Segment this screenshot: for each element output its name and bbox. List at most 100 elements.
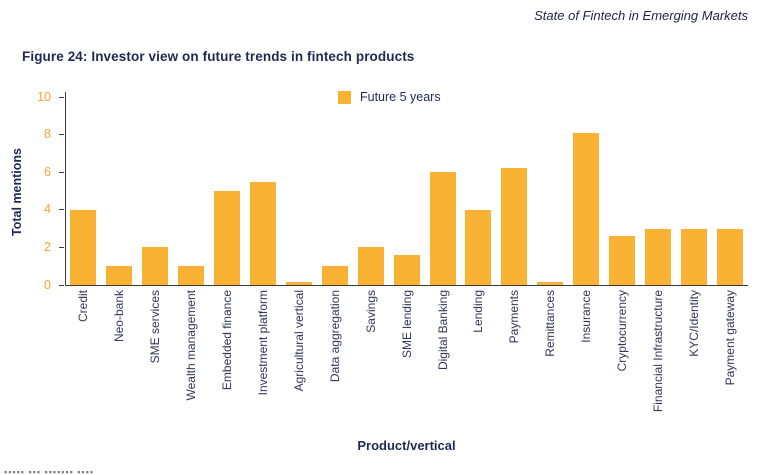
bars (65, 97, 748, 285)
bar-data-aggregation (321, 266, 348, 285)
x-tick-cell: Embedded finance (209, 290, 245, 436)
x-tick-label: Investment platform (255, 290, 270, 396)
x-tick-cell: KYC/Identity (676, 290, 712, 436)
x-tick-label: Wealth management (183, 290, 198, 401)
bar-wealth-management (177, 266, 204, 285)
bar-column (389, 97, 425, 285)
bar-column (496, 97, 532, 285)
x-tick-cell: Wealth management (173, 290, 209, 436)
bar-column (245, 97, 281, 285)
bar-remittances (537, 282, 564, 285)
bar-column (137, 97, 173, 285)
bar-sme-services (141, 247, 168, 285)
y-tick-mark (59, 246, 64, 248)
x-tick-cell: Financial Infrastructure (640, 290, 676, 436)
x-tick-cell: Remittances (532, 290, 568, 436)
bar-savings (357, 247, 384, 285)
bar-insurance (573, 132, 600, 285)
bar-digital-banking (429, 172, 456, 285)
legend-swatch-icon (338, 90, 351, 104)
bar-neo-bank (105, 266, 132, 285)
bar-column (568, 97, 604, 285)
x-tick-label: Lending (471, 290, 486, 333)
y-tick-label: 8 (44, 127, 51, 142)
y-tick-label: 6 (44, 164, 51, 179)
bar-column (317, 97, 353, 285)
x-tick-cell: Credit (65, 290, 101, 436)
plot-area (65, 97, 748, 285)
legend: Future 5 years (338, 90, 441, 104)
bar-column (353, 97, 389, 285)
y-axis-spine (65, 92, 66, 285)
figure-title: Figure 24: Investor view on future trend… (22, 49, 415, 64)
x-tick-label: Agricultural vertical (291, 290, 306, 392)
x-tick-label: Embedded finance (219, 290, 234, 391)
y-tick-label: 10 (37, 89, 51, 104)
x-tick-label: Payment gateway (723, 290, 738, 386)
x-axis-title: Product/vertical (357, 438, 456, 453)
x-axis-labels: Credit Neo-bank SME services Wealth managem… (65, 290, 748, 436)
x-tick-cell: Cryptocurrency (604, 290, 640, 436)
bar-payment-gateway (717, 228, 744, 285)
x-tick-cell: Investment platform (245, 290, 281, 436)
x-tick-label: Data aggregation (327, 290, 342, 383)
bar-payments (501, 168, 528, 285)
x-tick-label: Financial Infrastructure (651, 290, 666, 413)
x-tick-label: Credit (75, 290, 90, 323)
x-tick-label: Cryptocurrency (615, 290, 630, 372)
x-tick-cell: SME lending (389, 290, 425, 436)
x-tick-cell: Digital Banking (425, 290, 461, 436)
bar-column (425, 97, 461, 285)
y-tick-label: 0 (44, 277, 51, 292)
x-tick-label: Remittances (543, 290, 558, 357)
report-header: State of Fintech in Emerging Markets (534, 8, 748, 23)
bar-column (640, 97, 676, 285)
bar-agricultural-vertical (285, 282, 312, 285)
bar-column (65, 97, 101, 285)
bar-column (604, 97, 640, 285)
bar-column (712, 97, 748, 285)
y-tick-mark (59, 209, 64, 211)
bar-sme-lending (393, 254, 420, 285)
x-tick-label: Digital Banking (435, 290, 450, 371)
bar-embedded-finance (213, 191, 240, 285)
x-tick-cell: Insurance (568, 290, 604, 436)
x-tick-label: SME services (147, 290, 162, 364)
x-tick-cell: Savings (353, 290, 389, 436)
bar-kyc-identity (681, 228, 708, 285)
bar-column (281, 97, 317, 285)
x-axis-spine (65, 285, 748, 286)
y-tick-label: 2 (44, 239, 51, 254)
clipped-footer-text: ▪▪▪▪▪ ▪▪▪ ▪▪▪▪▪▪▪ ▪▪▪▪ (4, 468, 95, 475)
y-tick-label: 4 (44, 202, 51, 217)
y-tick-mark (59, 284, 64, 286)
x-tick-cell: Neo-bank (101, 290, 137, 436)
y-tick-mark (59, 171, 64, 173)
bar-cryptocurrency (609, 236, 636, 285)
y-tick-mark (59, 134, 64, 136)
bar-column (173, 97, 209, 285)
x-tick-label: Savings (363, 290, 378, 333)
bar-financial-infrastructure (645, 228, 672, 285)
legend-label: Future 5 years (360, 90, 441, 104)
x-tick-label: Neo-bank (111, 290, 126, 343)
x-tick-cell: Payment gateway (712, 290, 748, 436)
x-tick-label: Insurance (579, 290, 594, 343)
bar-investment-platform (249, 181, 276, 285)
bar-column (101, 97, 137, 285)
x-tick-cell: Payments (496, 290, 532, 436)
bar-lending (465, 209, 492, 285)
x-tick-cell: SME services (137, 290, 173, 436)
bar-column (209, 97, 245, 285)
bar-column (460, 97, 496, 285)
x-tick-label: KYC/Identity (687, 290, 702, 357)
y-tick-mark (59, 96, 64, 98)
x-tick-cell: Data aggregation (317, 290, 353, 436)
bar-column (676, 97, 712, 285)
bar-column (532, 97, 568, 285)
x-tick-label: SME lending (399, 290, 414, 359)
x-tick-label: Payments (507, 290, 522, 344)
bar-credit (69, 209, 96, 285)
y-ticks: 0 2 4 6 8 10 (0, 90, 65, 292)
